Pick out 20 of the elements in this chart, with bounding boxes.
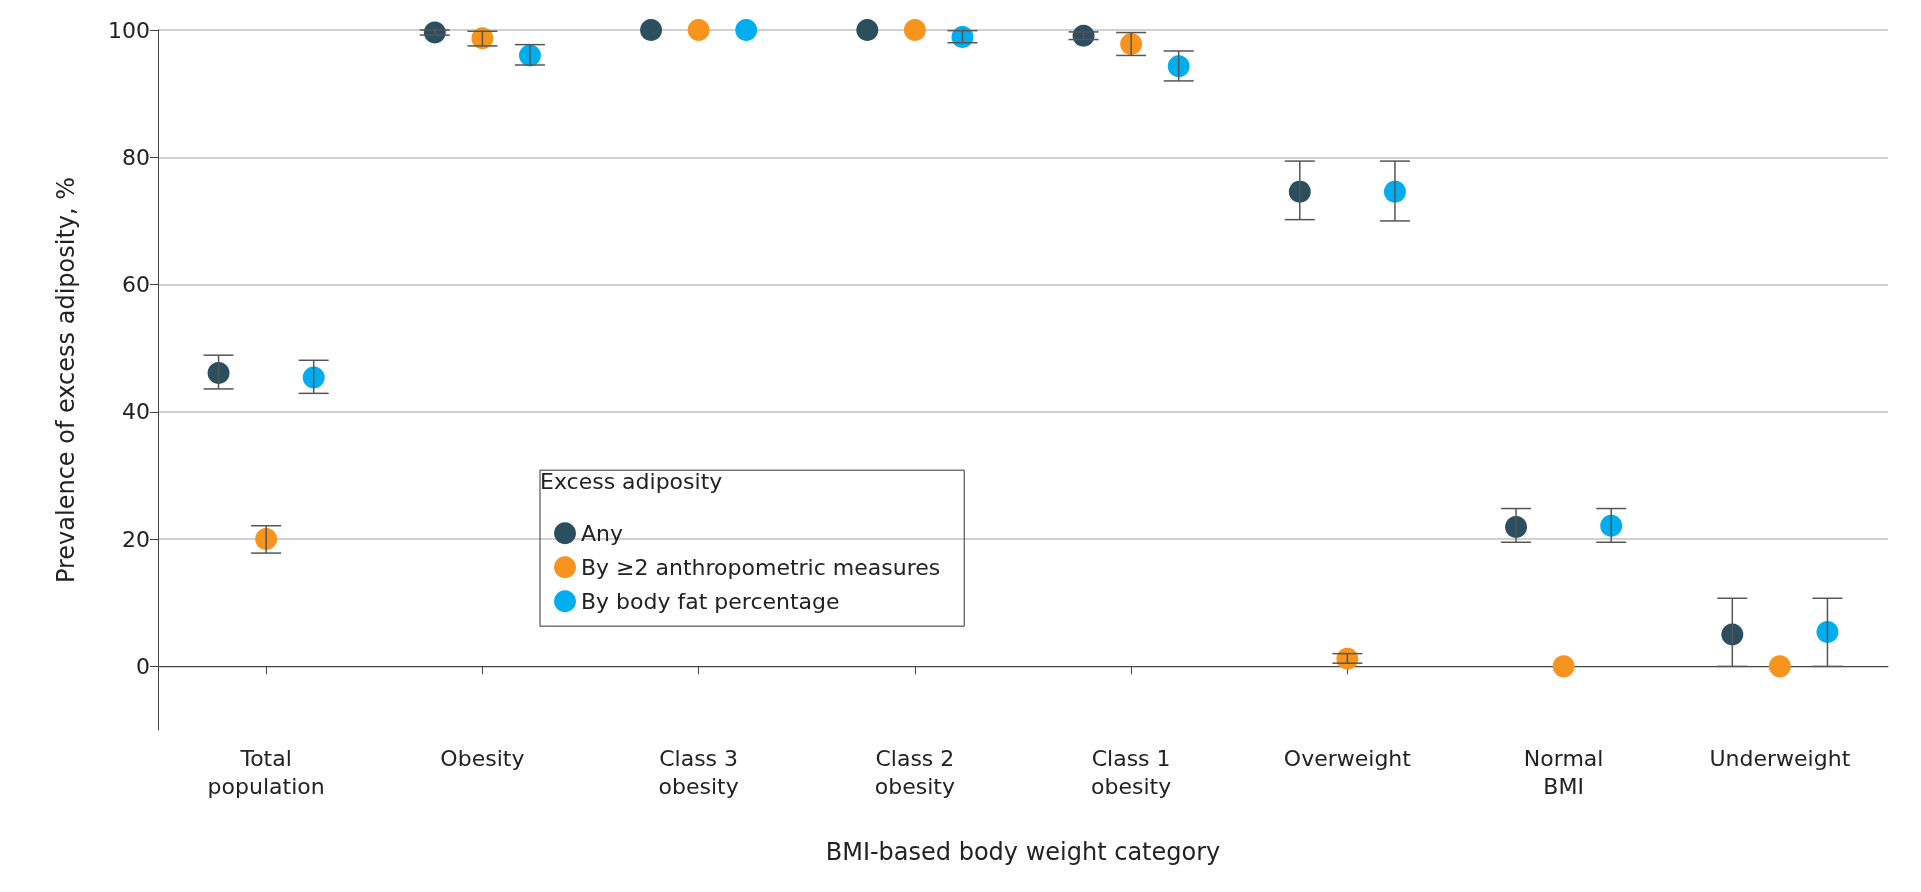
y-tick-label: 100 — [108, 17, 150, 43]
y-axis-title: Prevalence of excess adiposity, % — [52, 176, 80, 584]
y-tick-label: 80 — [122, 144, 150, 170]
y-tick-label: 20 — [122, 526, 150, 552]
x-tick-label: Class 1 obesity — [1091, 745, 1172, 799]
legend-label: Any — [581, 520, 624, 546]
x-tick-label: Class 3 obesity — [658, 745, 739, 799]
legend-title: Excess adiposity — [540, 468, 723, 494]
y-tick-label: 40 — [122, 399, 150, 425]
x-tick-label: Normal BMI — [1523, 745, 1604, 799]
x-axis-title: BMI-based body weight category — [825, 838, 1221, 866]
legend-label: By ≥2 anthropometric measures — [581, 554, 941, 580]
legend-label: By body fat percentage — [581, 588, 840, 614]
x-tick-label: Total population — [207, 745, 325, 799]
y-tick-label: 0 — [136, 653, 150, 679]
x-tick-label: Overweight — [1283, 745, 1412, 771]
x-tick-label: Obesity — [440, 745, 525, 771]
x-tick-label: Underweight — [1709, 745, 1851, 771]
x-tick-label: Class 2 obesity — [874, 745, 955, 799]
y-tick-label: 60 — [122, 272, 150, 298]
